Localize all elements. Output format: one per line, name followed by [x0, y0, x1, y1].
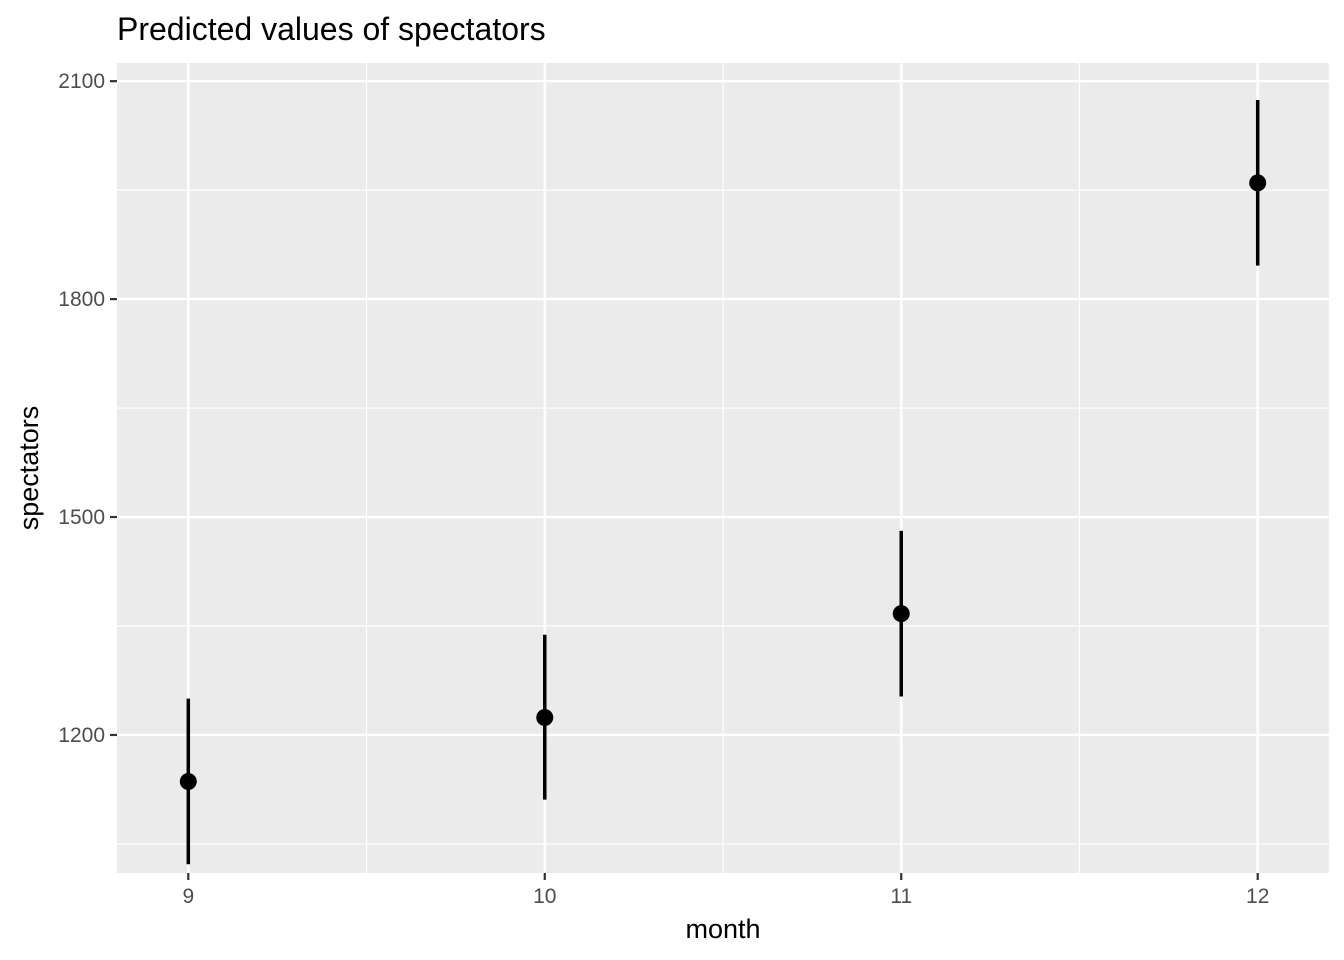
- x-tick-label: 9: [182, 885, 194, 908]
- x-tick-label: 12: [1246, 885, 1269, 908]
- y-tick-label: 2100: [58, 70, 105, 93]
- data-points: [179, 174, 1267, 790]
- data-point: [1249, 174, 1267, 192]
- chart-title: Predicted values of spectators: [117, 11, 546, 47]
- y-axis-title: spectators: [14, 406, 44, 531]
- data-point: [536, 709, 554, 727]
- x-tick-label: 10: [533, 885, 556, 908]
- y-tick-label: 1500: [58, 506, 105, 529]
- data-point: [179, 772, 197, 790]
- data-point: [892, 605, 910, 623]
- grid-major: [117, 63, 1329, 873]
- x-axis: 9 10 11 12: [182, 873, 1269, 908]
- x-tick-label: 11: [890, 885, 912, 908]
- x-axis-title: month: [685, 914, 760, 944]
- y-tick-label: 1800: [58, 288, 105, 311]
- grid-minor: [117, 63, 1329, 873]
- y-axis: 1200 1500 1800 2100: [58, 70, 117, 747]
- y-tick-label: 1200: [58, 724, 105, 747]
